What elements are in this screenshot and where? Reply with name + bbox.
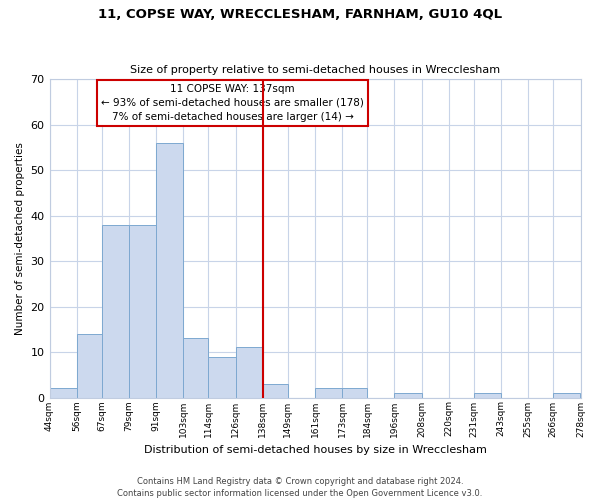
Bar [50, 388, 77, 398]
Bar [315, 388, 342, 398]
Bar [208, 356, 236, 398]
X-axis label: Distribution of semi-detached houses by size in Wrecclesham: Distribution of semi-detached houses by … [143, 445, 487, 455]
Text: Contains HM Land Registry data © Crown copyright and database right 2024.
Contai: Contains HM Land Registry data © Crown c… [118, 476, 482, 498]
Text: 11 COPSE WAY: 137sqm
← 93% of semi-detached houses are smaller (178)
7% of semi-: 11 COPSE WAY: 137sqm ← 93% of semi-detac… [101, 84, 364, 122]
Bar [342, 388, 367, 398]
Bar [77, 334, 102, 398]
Bar [184, 338, 208, 398]
Bar [129, 224, 156, 398]
Bar [156, 142, 184, 398]
Bar [394, 393, 422, 398]
Bar [474, 393, 501, 398]
Bar [553, 393, 580, 398]
Bar [263, 384, 288, 398]
Text: 11, COPSE WAY, WRECCLESHAM, FARNHAM, GU10 4QL: 11, COPSE WAY, WRECCLESHAM, FARNHAM, GU1… [98, 8, 502, 20]
Title: Size of property relative to semi-detached houses in Wrecclesham: Size of property relative to semi-detach… [130, 66, 500, 76]
Bar [236, 348, 263, 398]
Bar [102, 224, 129, 398]
Y-axis label: Number of semi-detached properties: Number of semi-detached properties [15, 142, 25, 334]
